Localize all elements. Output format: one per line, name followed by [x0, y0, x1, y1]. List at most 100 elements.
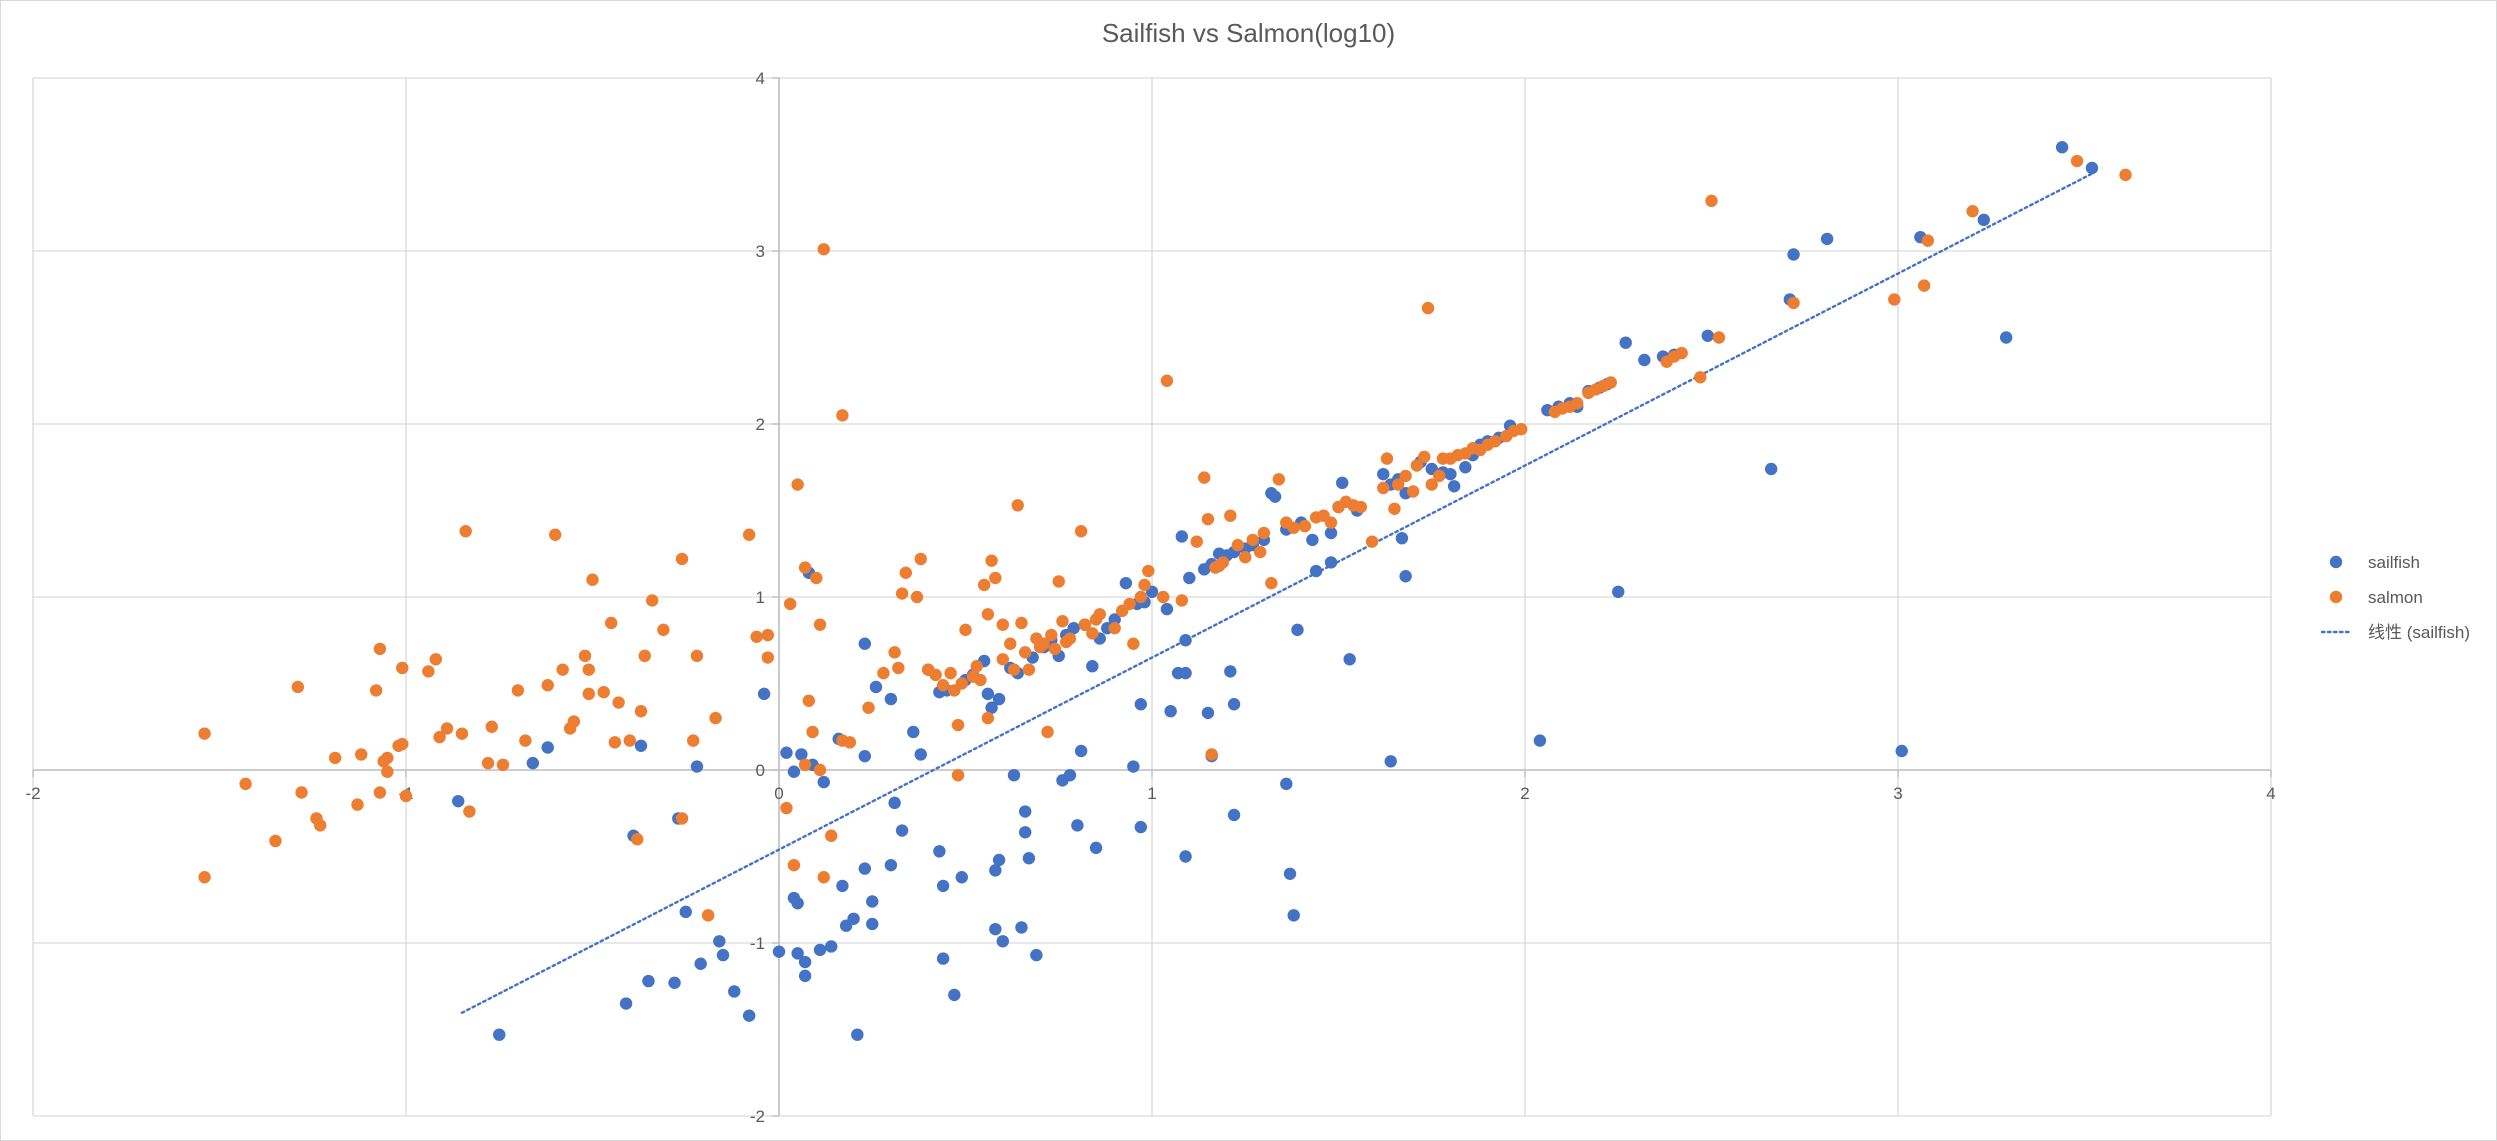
salmon-point	[1175, 594, 1189, 607]
salmon-point	[396, 737, 409, 751]
salmon-point	[1425, 478, 1438, 491]
sailfish-point	[1444, 467, 1457, 481]
salmon-point	[597, 685, 610, 699]
salmon-point	[440, 722, 454, 735]
salmon-point	[877, 666, 890, 680]
salmon-point	[761, 628, 775, 642]
sailfish-point	[619, 997, 633, 1010]
salmon-point	[511, 684, 525, 697]
sailfish-point	[716, 948, 730, 962]
sailfish-point	[989, 864, 1002, 877]
sailfish-point	[907, 725, 920, 739]
sailfish-point	[1119, 576, 1133, 590]
salmon-point	[1418, 450, 1431, 464]
salmon-point	[974, 673, 987, 687]
data-points	[198, 141, 2132, 1041]
salmon-point	[578, 649, 592, 663]
salmon-point	[1287, 521, 1300, 534]
salmon-point	[910, 590, 924, 604]
sailfish-point	[1127, 760, 1140, 773]
trendline-layer	[460, 172, 2094, 1015]
sailfish-point	[642, 974, 655, 988]
salmon-point	[1921, 234, 1935, 247]
sailfish-point	[869, 680, 883, 694]
salmon-point	[761, 651, 775, 664]
sailfish-point	[989, 922, 1002, 936]
sailfish-point	[541, 741, 554, 754]
salmon-point	[1388, 502, 1401, 515]
sailfish-point	[981, 687, 995, 701]
sailfish-point	[798, 955, 812, 969]
salmon-point	[836, 409, 849, 422]
salmon-point	[843, 736, 857, 749]
salmon-point	[1231, 538, 1244, 552]
salmon-point	[825, 829, 838, 842]
sailfish-point	[694, 957, 707, 970]
sailfish-point	[1701, 329, 1714, 342]
sailfish-point	[996, 935, 1009, 948]
salmon-point	[813, 618, 827, 631]
salmon-point	[381, 751, 394, 765]
salmon-point	[977, 578, 991, 592]
salmon-point	[914, 552, 927, 566]
salmon-point	[981, 608, 995, 621]
salmon-point	[1198, 471, 1211, 484]
salmon-point	[1086, 627, 1099, 640]
salmon-point	[892, 661, 905, 675]
sailfish-point	[1895, 744, 1908, 758]
salmon-point	[959, 623, 972, 637]
salmon-point	[485, 720, 498, 733]
salmon-point	[519, 734, 532, 747]
legend: sailfish salmon 线性 (sailfish)	[2320, 553, 2470, 642]
salmon-point	[951, 718, 965, 732]
salmon-point	[381, 765, 394, 778]
sailfish-point	[985, 701, 998, 714]
salmon-point	[675, 812, 689, 825]
salmon-point	[481, 756, 495, 770]
salmon-point	[970, 660, 983, 673]
sailfish-point	[936, 952, 950, 965]
sailfish-point	[1183, 571, 1196, 585]
salmon-point	[742, 528, 756, 541]
sailfish-point	[1007, 768, 1021, 782]
sailfish-point	[866, 895, 879, 908]
sailfish-point	[757, 687, 771, 701]
y-tick-label: 1	[756, 588, 765, 607]
sailfish-point	[798, 969, 812, 983]
salmon-point	[985, 554, 998, 567]
salmon-point	[1253, 545, 1267, 559]
sailfish-point	[787, 765, 801, 778]
salmon-point	[1917, 279, 1931, 292]
sailfish-point	[742, 1009, 756, 1022]
salmon-point	[612, 696, 625, 709]
salmon-point	[1399, 469, 1412, 483]
salmon-point	[1056, 615, 1069, 628]
sailfish-point	[1619, 336, 1632, 349]
sailfish-point	[836, 879, 849, 893]
salmon-point	[1078, 618, 1092, 631]
sailfish-point	[1820, 232, 1834, 246]
salmon-point	[1888, 293, 1901, 306]
salmon-point	[1015, 616, 1028, 630]
x-tick-label: 3	[1893, 784, 1902, 803]
salmon-point	[675, 552, 689, 566]
salmon-point	[373, 642, 387, 656]
sailfish-point	[2085, 161, 2099, 175]
salmon-point	[608, 736, 622, 749]
sailfish-point	[914, 748, 927, 761]
salmon-point	[1324, 516, 1338, 529]
sailfish-point	[992, 853, 1006, 867]
salmon-point	[198, 871, 211, 884]
sailfish-point	[1134, 820, 1148, 834]
sailfish-point	[1067, 621, 1080, 635]
sailfish-point	[1764, 462, 1778, 476]
sailfish-point	[1280, 777, 1293, 791]
sailfish-point	[866, 917, 879, 931]
sailfish-point	[1999, 331, 2013, 344]
sailfish-point	[1224, 665, 1237, 678]
salmon-point	[709, 711, 722, 725]
salmon-point	[291, 680, 305, 694]
salmon-point	[1007, 663, 1021, 676]
salmon-point	[1156, 590, 1170, 604]
salmon-point	[351, 798, 364, 811]
